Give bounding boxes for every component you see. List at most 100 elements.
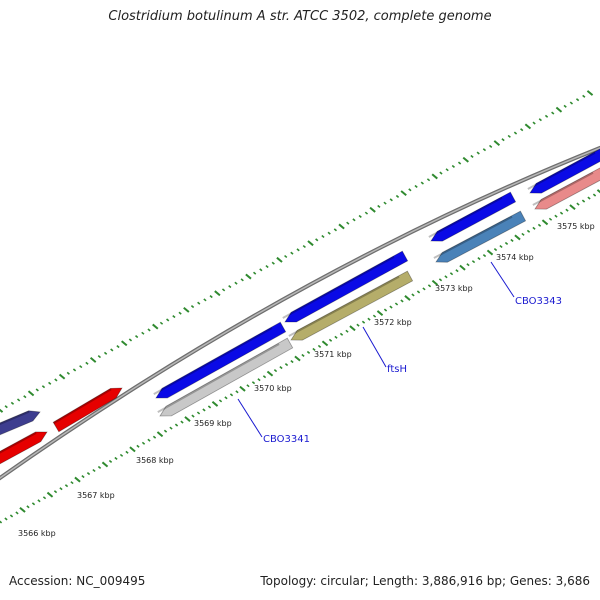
inner-tick-mark bbox=[46, 491, 54, 498]
gene-label-leader bbox=[237, 398, 263, 438]
cds-reverse-arrow bbox=[0, 410, 41, 436]
outer-tick-mark bbox=[121, 340, 128, 347]
inner-tick-mark bbox=[537, 223, 542, 227]
outer-tick-mark bbox=[493, 140, 501, 146]
inner-tick-mark bbox=[389, 305, 393, 309]
inner-tick-mark bbox=[400, 299, 404, 303]
inner-tick-mark bbox=[119, 453, 124, 457]
inner-tick-mark bbox=[196, 411, 201, 415]
inner-tick-mark bbox=[301, 353, 305, 358]
outer-tick-mark bbox=[214, 290, 221, 297]
inner-tick-mark bbox=[504, 241, 509, 246]
inner-tick-mark bbox=[427, 284, 432, 288]
inner-tick-mark bbox=[290, 359, 294, 364]
gene-bar bbox=[534, 167, 600, 210]
inner-tick-mark bbox=[334, 335, 338, 339]
outer-tick-mark bbox=[271, 261, 275, 265]
inner-tick-mark bbox=[312, 347, 316, 351]
inner-tick-mark bbox=[64, 484, 69, 488]
gene-cbo3343-bar-shade bbox=[433, 215, 513, 259]
inner-tick-mark bbox=[229, 393, 234, 397]
inner-tick-mark bbox=[532, 226, 536, 230]
inner-tick-mark bbox=[180, 420, 184, 424]
outer-tick-mark bbox=[575, 98, 580, 102]
outer-tick-mark bbox=[507, 134, 511, 138]
inner-tick-mark bbox=[321, 340, 329, 347]
outer-tick-mark bbox=[563, 104, 567, 108]
inner-tick-mark bbox=[53, 490, 58, 494]
gene-ftsh-bar-shade bbox=[288, 275, 400, 337]
outer-tick-mark bbox=[128, 338, 133, 342]
outer-tick-mark bbox=[307, 240, 314, 247]
tick-label: 3573 kbp bbox=[435, 284, 473, 293]
inner-tick-mark bbox=[251, 381, 256, 385]
outer-tick-mark bbox=[41, 385, 46, 389]
outer-tick-mark bbox=[470, 154, 474, 158]
inner-tick-mark bbox=[0, 520, 3, 524]
outer-tick-mark bbox=[524, 123, 532, 130]
outer-tick-mark bbox=[79, 365, 83, 369]
outer-tick-mark bbox=[54, 378, 58, 382]
inner-tick-mark bbox=[31, 502, 36, 506]
inner-tick-mark bbox=[37, 499, 41, 503]
inner-tick-mark bbox=[136, 444, 140, 448]
outer-tick-mark bbox=[426, 178, 431, 182]
outer-tick-mark bbox=[488, 144, 493, 148]
outer-tick-mark bbox=[23, 395, 27, 399]
gene-label: ftsH bbox=[387, 364, 407, 375]
outer-tick-mark bbox=[110, 348, 114, 352]
inner-tick-mark bbox=[191, 414, 195, 418]
inner-tick-mark bbox=[592, 193, 597, 197]
tick-label: 3571 kbp bbox=[314, 350, 352, 359]
tick-label: 3569 kbp bbox=[194, 419, 232, 428]
outer-tick-mark bbox=[321, 234, 325, 239]
outer-tick-mark bbox=[555, 106, 563, 113]
outer-tick-mark bbox=[103, 351, 108, 355]
inner-tick-mark bbox=[15, 511, 19, 515]
outer-tick-mark bbox=[152, 323, 159, 330]
outer-tick-mark bbox=[203, 298, 207, 302]
tick-label: 3568 kbp bbox=[136, 456, 174, 465]
inner-tick-mark bbox=[438, 278, 443, 282]
outer-tick-mark bbox=[327, 231, 331, 235]
outer-tick-mark bbox=[245, 273, 252, 280]
outer-tick-mark bbox=[400, 190, 407, 197]
inner-tick-mark bbox=[74, 476, 81, 483]
inner-tick-mark bbox=[246, 384, 250, 388]
inner-tick-mark bbox=[587, 196, 591, 200]
inner-tick-mark bbox=[207, 405, 212, 409]
outer-tick-mark bbox=[221, 288, 226, 292]
inner-tick-mark bbox=[169, 426, 173, 430]
outer-tick-mark bbox=[476, 151, 480, 155]
outer-tick-mark bbox=[346, 221, 350, 225]
outer-tick-mark bbox=[166, 318, 170, 322]
inner-tick-mark bbox=[477, 257, 481, 261]
inner-tick-mark bbox=[108, 459, 113, 463]
inner-tick-mark bbox=[19, 506, 26, 513]
inner-tick-mark bbox=[147, 438, 151, 442]
inner-tick-mark bbox=[284, 363, 289, 367]
inner-tick-mark bbox=[42, 496, 47, 500]
inner-tick-mark bbox=[235, 390, 239, 394]
inner-tick-mark bbox=[4, 517, 8, 521]
outer-tick-mark bbox=[259, 268, 263, 272]
tick-label: 3570 kbp bbox=[254, 384, 292, 393]
inner-tick-mark bbox=[449, 272, 454, 276]
tick-label: 3567 kbp bbox=[77, 491, 115, 500]
inner-tick-mark bbox=[471, 260, 476, 264]
cds-reverse-arrow bbox=[0, 431, 48, 465]
gene-cbo3341-bar-shade bbox=[157, 343, 280, 413]
outer-tick-mark bbox=[178, 311, 182, 315]
inner-tick-mark bbox=[59, 487, 63, 491]
inner-tick-mark bbox=[266, 370, 274, 377]
inner-tick-mark bbox=[97, 465, 102, 470]
outer-tick-mark bbox=[240, 278, 244, 282]
inner-tick-mark bbox=[218, 399, 223, 403]
inner-tick-mark bbox=[306, 350, 311, 354]
outer-tick-mark bbox=[209, 294, 213, 299]
inner-tick-mark bbox=[294, 355, 301, 362]
outer-tick-mark bbox=[333, 228, 338, 232]
inner-tick-mark bbox=[559, 211, 564, 215]
inner-tick-mark bbox=[486, 249, 494, 256]
outer-tick-mark bbox=[85, 361, 89, 365]
